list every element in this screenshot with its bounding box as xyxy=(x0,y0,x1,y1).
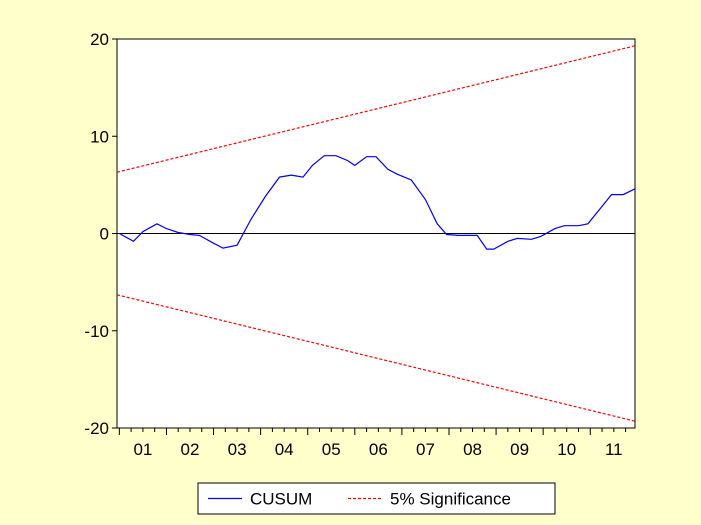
x-tick-label: 04 xyxy=(275,440,294,459)
x-tick-label: 01 xyxy=(133,440,152,459)
y-tick-label: -20 xyxy=(84,419,109,438)
x-tick-label: 06 xyxy=(369,440,388,459)
legend-significance-label: 5% Significance xyxy=(390,490,511,509)
cusum-series-line xyxy=(119,155,636,250)
legend: CUSUM 5% Significance xyxy=(197,482,556,515)
x-tick-label: 05 xyxy=(322,440,341,459)
y-tick-label: 10 xyxy=(90,127,109,146)
x-tick-label: 03 xyxy=(228,440,247,459)
x-tick-label: 07 xyxy=(416,440,435,459)
x-tick-label: 02 xyxy=(181,440,200,459)
x-tick-label: 10 xyxy=(557,440,576,459)
series-group xyxy=(116,45,636,422)
x-tick-label: 09 xyxy=(510,440,529,459)
legend-cusum-label: CUSUM xyxy=(250,490,312,509)
x-axis: 01 02 03 04 05 06 07 08 09 10 11 xyxy=(118,428,627,459)
significance-upper-line xyxy=(116,45,636,173)
x-tick-label: 08 xyxy=(463,440,482,459)
y-axis: 20 10 0 -10 -20 xyxy=(84,30,117,438)
y-tick-label: 0 xyxy=(100,225,109,244)
y-tick-label: 20 xyxy=(90,30,109,49)
y-tick-label: -10 xyxy=(84,322,109,341)
significance-lower-line xyxy=(116,294,636,422)
x-tick-label: 11 xyxy=(605,440,623,459)
legend-box xyxy=(197,482,556,515)
